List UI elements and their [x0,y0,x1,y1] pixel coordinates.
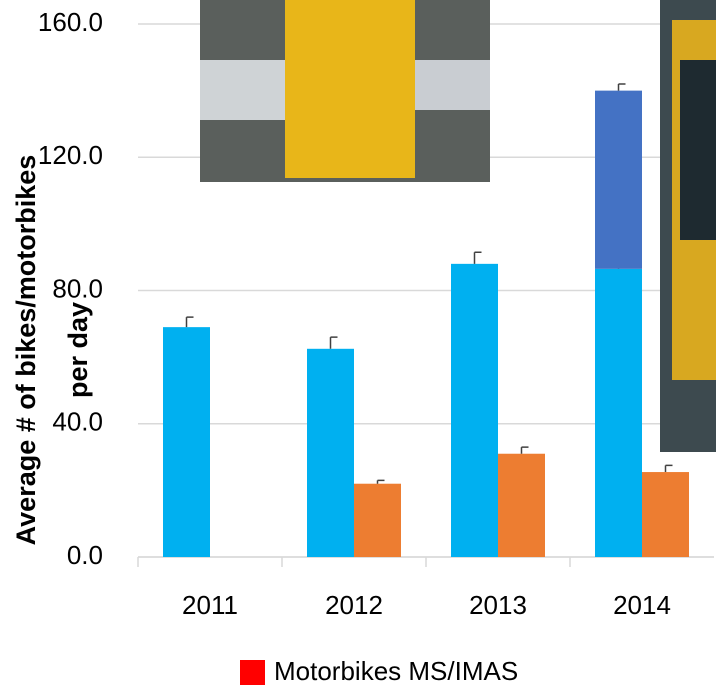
photo-cars [200,60,290,120]
error-bar [522,447,529,454]
photo-bus [660,0,716,452]
x-tick-label: 2013 [469,590,527,620]
bar [307,349,354,557]
y-tick-label: 0.0 [67,540,103,570]
error-bar [331,337,338,349]
y-tick-label: 160.0 [38,7,103,37]
bar [595,269,642,557]
y-tick-label: 40.0 [52,407,103,437]
bar [595,91,642,269]
chart: Average # of bikes/motorbikes per day Mo… [0,0,716,688]
bar [642,472,689,557]
photo-sign [200,0,490,182]
photo-sign-board [285,0,415,178]
bar [498,454,545,557]
error-bar [666,465,673,472]
y-tick-label: 80.0 [52,273,103,303]
x-tick-label: 2014 [613,590,671,620]
photo-bus-window [680,60,716,240]
y-tick-label: 120.0 [38,140,103,170]
error-bar [475,252,482,264]
bar [451,264,498,557]
y-axis-title: Average # of bikes/motorbikes [11,155,41,546]
error-bar [619,84,626,91]
legend-label: Motorbikes MS/IMAS [274,656,518,686]
error-bar [187,317,194,327]
bar [354,484,401,557]
legend: Motorbikes MS/IMAS [240,656,518,686]
legend-swatch [240,660,265,685]
bar [163,327,210,557]
error-bar [378,480,385,483]
x-tick-label: 2011 [182,590,238,620]
y-axis-title: per day [63,302,93,398]
photo-cars [415,60,490,110]
x-tick-label: 2012 [325,590,383,620]
